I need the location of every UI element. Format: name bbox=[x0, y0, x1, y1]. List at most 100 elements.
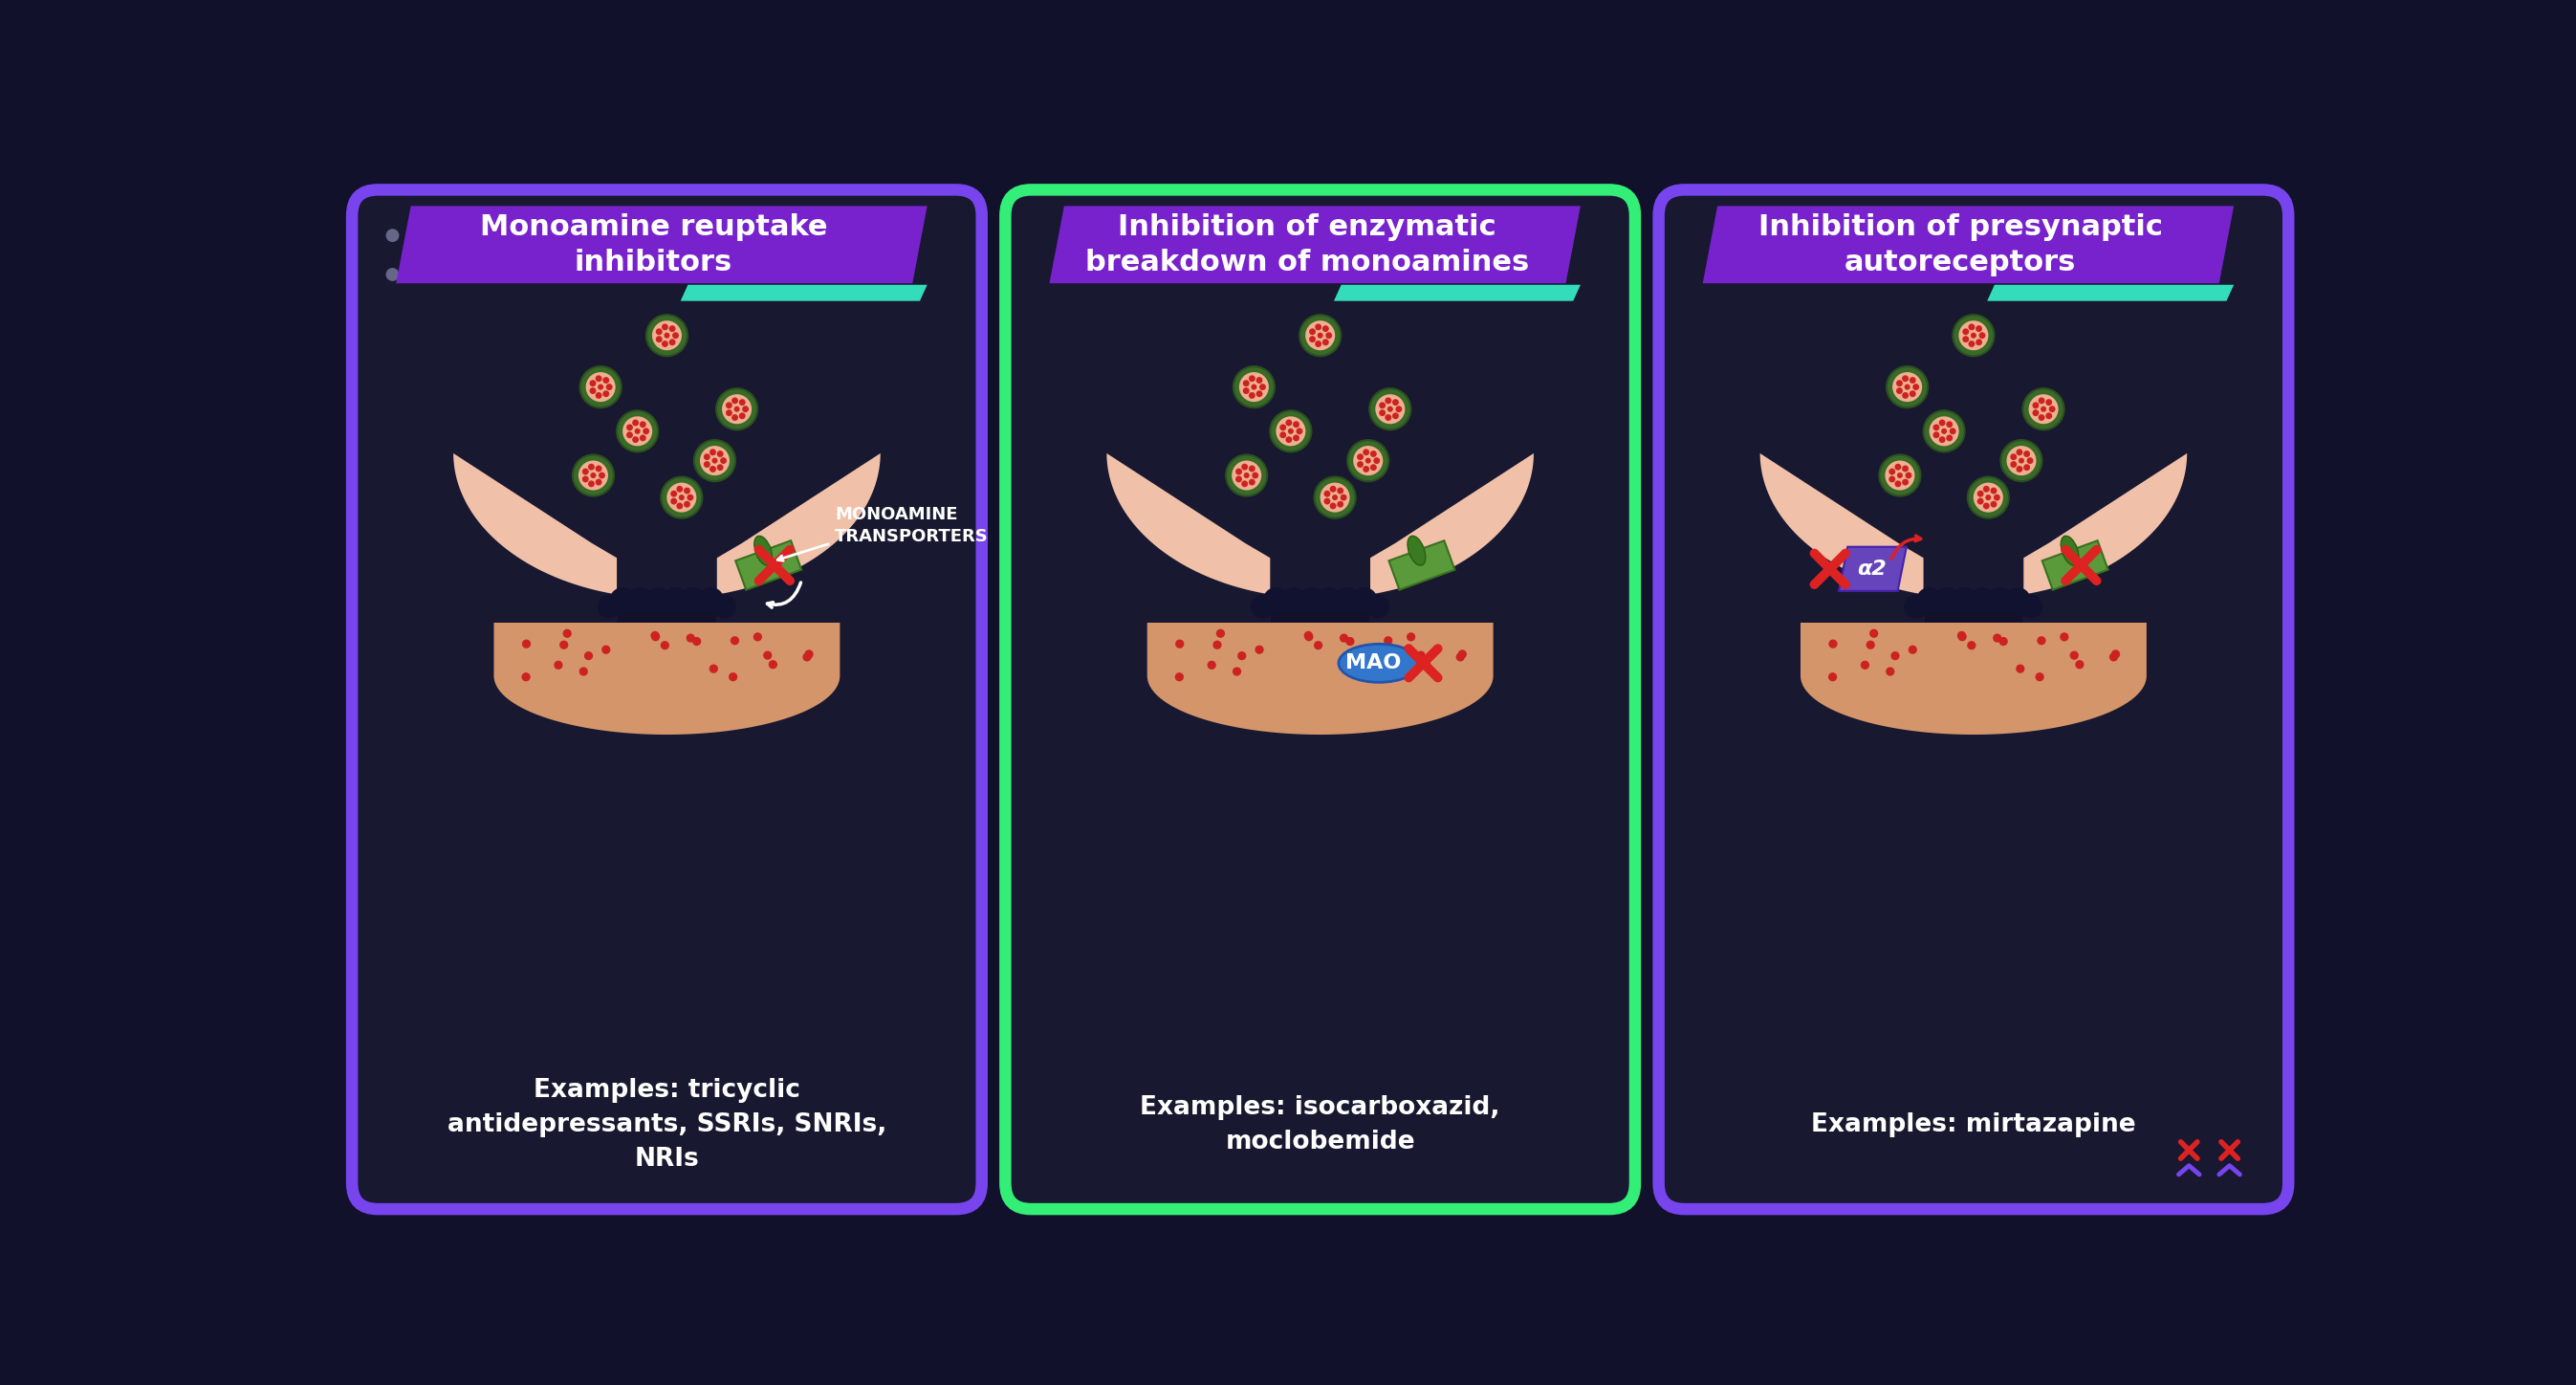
Circle shape bbox=[2045, 413, 2053, 420]
Circle shape bbox=[1285, 420, 1293, 427]
Circle shape bbox=[1260, 384, 1265, 391]
Circle shape bbox=[1350, 587, 1378, 614]
Circle shape bbox=[1373, 457, 1381, 464]
Text: α2: α2 bbox=[1857, 560, 1886, 579]
Polygon shape bbox=[1839, 547, 1906, 591]
Circle shape bbox=[1324, 499, 1329, 504]
Circle shape bbox=[1236, 476, 1242, 482]
Circle shape bbox=[616, 410, 657, 452]
Circle shape bbox=[1249, 375, 1255, 382]
Polygon shape bbox=[1801, 623, 2146, 734]
Circle shape bbox=[1358, 454, 1363, 460]
Circle shape bbox=[1314, 324, 1321, 330]
Circle shape bbox=[708, 665, 719, 673]
Circle shape bbox=[590, 472, 595, 478]
Circle shape bbox=[1896, 388, 1904, 395]
Circle shape bbox=[1298, 314, 1342, 356]
Circle shape bbox=[1865, 640, 1875, 650]
Circle shape bbox=[386, 229, 399, 242]
Circle shape bbox=[1262, 587, 1291, 614]
Circle shape bbox=[665, 332, 670, 338]
Circle shape bbox=[1896, 481, 1901, 488]
Circle shape bbox=[652, 632, 659, 640]
Circle shape bbox=[1386, 414, 1391, 421]
Circle shape bbox=[1422, 661, 1430, 669]
Text: Examples: mirtazapine: Examples: mirtazapine bbox=[1811, 1112, 2136, 1137]
Circle shape bbox=[1309, 328, 1316, 335]
Circle shape bbox=[626, 424, 634, 431]
Circle shape bbox=[708, 465, 716, 472]
Circle shape bbox=[2004, 587, 2030, 614]
Circle shape bbox=[1999, 637, 2007, 645]
Circle shape bbox=[734, 406, 739, 411]
Circle shape bbox=[1978, 490, 1984, 497]
Circle shape bbox=[659, 641, 670, 650]
Circle shape bbox=[1888, 468, 1896, 475]
Circle shape bbox=[1293, 435, 1298, 442]
Polygon shape bbox=[1703, 206, 2233, 284]
Circle shape bbox=[2017, 665, 2025, 673]
Text: Monoamine reuptake
inhibitors: Monoamine reuptake inhibitors bbox=[479, 213, 827, 276]
Circle shape bbox=[1175, 640, 1185, 648]
Circle shape bbox=[670, 499, 677, 504]
Circle shape bbox=[667, 482, 696, 512]
Circle shape bbox=[1378, 402, 1386, 409]
Circle shape bbox=[1296, 428, 1303, 435]
Circle shape bbox=[1978, 332, 1986, 339]
Circle shape bbox=[1345, 637, 1355, 645]
Text: Inhibition of presynaptic
autoreceptors: Inhibition of presynaptic autoreceptors bbox=[1757, 213, 2161, 276]
Text: Inhibition of enzymatic
breakdown of monoamines: Inhibition of enzymatic breakdown of mon… bbox=[1084, 213, 1528, 276]
Circle shape bbox=[623, 417, 652, 446]
Circle shape bbox=[804, 652, 811, 662]
Circle shape bbox=[1208, 661, 1216, 669]
Circle shape bbox=[1231, 461, 1262, 490]
Circle shape bbox=[595, 375, 603, 382]
Circle shape bbox=[1363, 449, 1370, 456]
Circle shape bbox=[1909, 391, 1917, 397]
Circle shape bbox=[598, 472, 605, 479]
Circle shape bbox=[1347, 440, 1388, 481]
Circle shape bbox=[639, 435, 647, 442]
FancyBboxPatch shape bbox=[353, 190, 981, 1209]
Circle shape bbox=[644, 428, 649, 435]
Circle shape bbox=[1888, 476, 1896, 482]
Polygon shape bbox=[1388, 540, 1455, 590]
FancyBboxPatch shape bbox=[1659, 190, 2287, 1209]
Polygon shape bbox=[1048, 206, 1582, 284]
Circle shape bbox=[580, 367, 621, 407]
Circle shape bbox=[1275, 417, 1306, 446]
Circle shape bbox=[1321, 325, 1329, 332]
Circle shape bbox=[1381, 673, 1391, 681]
Circle shape bbox=[1935, 587, 1960, 614]
Circle shape bbox=[2017, 465, 2022, 472]
Circle shape bbox=[1378, 410, 1386, 416]
Circle shape bbox=[631, 436, 639, 443]
Circle shape bbox=[582, 476, 590, 482]
Circle shape bbox=[1280, 424, 1285, 431]
Circle shape bbox=[1968, 476, 2009, 518]
Circle shape bbox=[603, 645, 611, 654]
Circle shape bbox=[1226, 454, 1267, 496]
Circle shape bbox=[721, 395, 752, 424]
Circle shape bbox=[2035, 673, 2045, 681]
Circle shape bbox=[670, 490, 677, 497]
Circle shape bbox=[1911, 384, 1919, 391]
Circle shape bbox=[595, 479, 603, 486]
Circle shape bbox=[2032, 410, 2040, 416]
Circle shape bbox=[1991, 501, 1996, 507]
Circle shape bbox=[1175, 673, 1185, 681]
Circle shape bbox=[1327, 332, 1332, 339]
Circle shape bbox=[1249, 392, 1255, 399]
Circle shape bbox=[587, 481, 595, 488]
Circle shape bbox=[1917, 587, 1942, 614]
Circle shape bbox=[2032, 402, 2040, 409]
Circle shape bbox=[1352, 446, 1383, 475]
Circle shape bbox=[603, 391, 611, 397]
Circle shape bbox=[688, 494, 693, 501]
Circle shape bbox=[1829, 673, 1837, 681]
Circle shape bbox=[726, 402, 732, 409]
Circle shape bbox=[1316, 587, 1342, 614]
Circle shape bbox=[1242, 388, 1249, 395]
Circle shape bbox=[1901, 375, 1909, 382]
Circle shape bbox=[1321, 339, 1329, 345]
